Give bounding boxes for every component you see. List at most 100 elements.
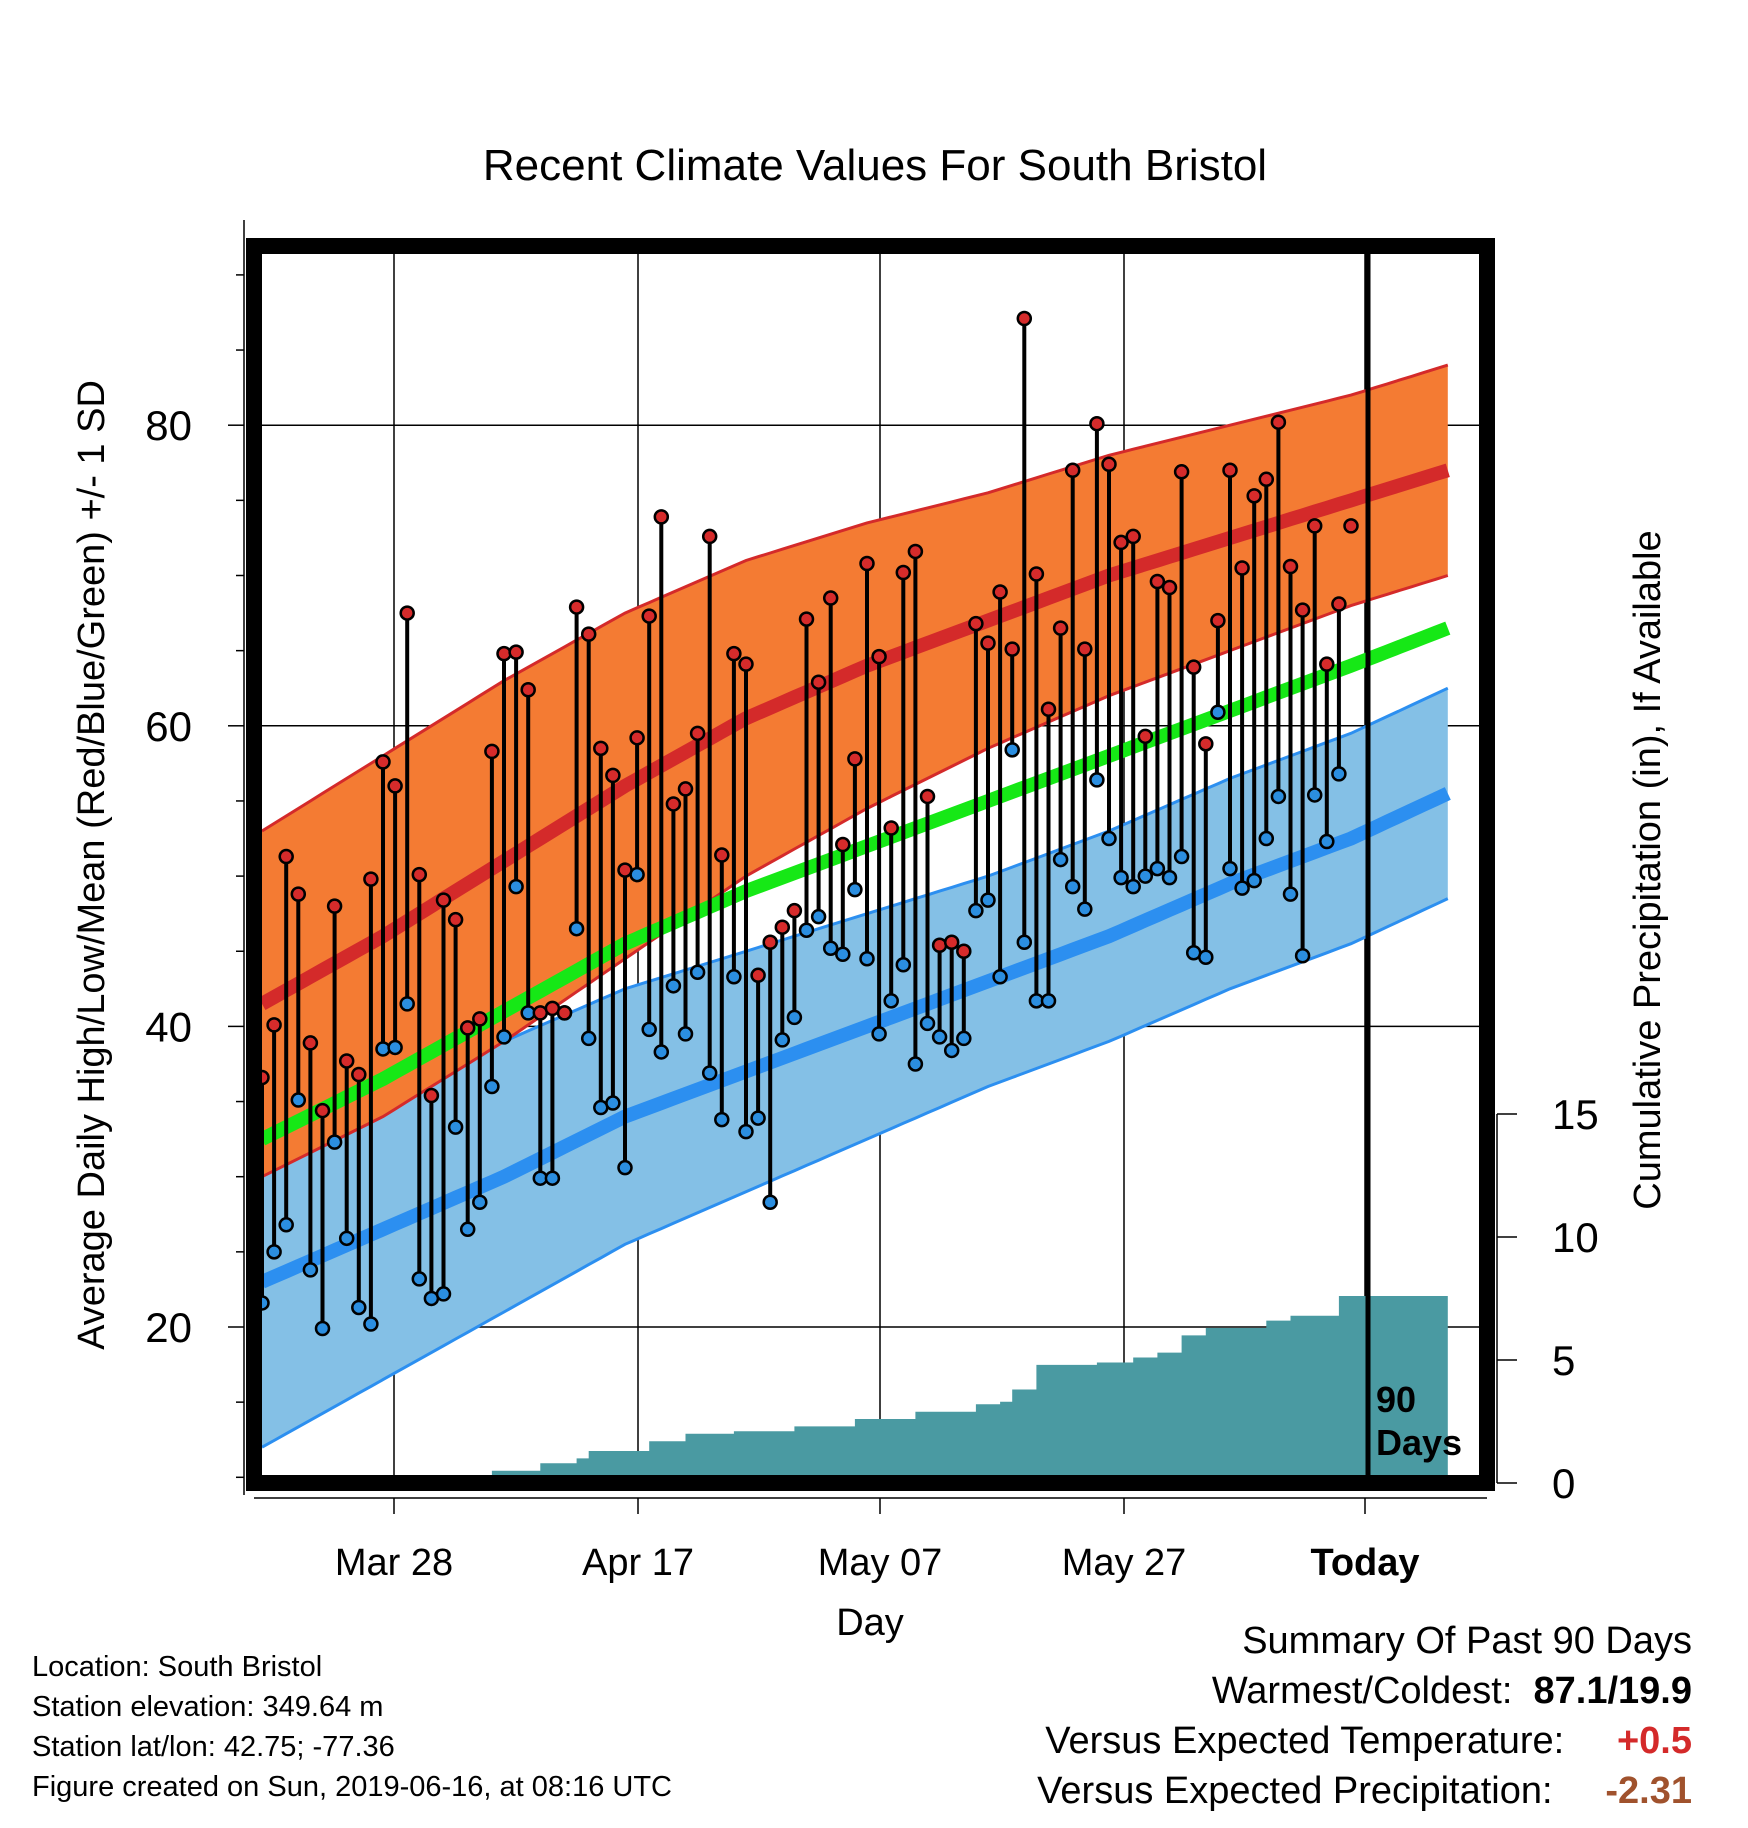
daily-high-point bbox=[1234, 560, 1250, 576]
daily-high-point bbox=[411, 866, 428, 883]
daily-low-point bbox=[653, 1044, 670, 1060]
daily-high-point bbox=[859, 555, 875, 572]
high-upper-sd-line bbox=[261, 363, 1449, 833]
daily-low-point bbox=[314, 1320, 331, 1337]
daily-low-point bbox=[1004, 742, 1020, 758]
daily-low-point bbox=[1040, 993, 1057, 1009]
daily-low-point bbox=[1282, 886, 1299, 902]
daily-low-point bbox=[1064, 878, 1081, 895]
daily-low-point bbox=[629, 866, 645, 883]
daily-high-point bbox=[822, 590, 839, 606]
daily-low-point bbox=[459, 1221, 476, 1238]
daily-low-point bbox=[1161, 869, 1178, 886]
daily-low-point bbox=[544, 1170, 561, 1186]
daily-high-point bbox=[387, 778, 403, 794]
daily-high-point bbox=[689, 725, 706, 742]
daily-high-point bbox=[1040, 701, 1057, 718]
daily-low-point bbox=[1052, 851, 1069, 868]
daily-low-point bbox=[726, 969, 742, 985]
daily-high-point bbox=[968, 615, 984, 632]
daily-high-point bbox=[1258, 471, 1275, 488]
footer-elevation: Station elevation: 349.64 m bbox=[32, 1691, 384, 1723]
daily-high-point bbox=[326, 898, 343, 914]
daily-high-point bbox=[714, 847, 730, 863]
daily-high-point bbox=[1210, 612, 1226, 629]
x-tick-label: Apr 17 bbox=[582, 1542, 694, 1584]
daily-low-point bbox=[750, 1110, 766, 1126]
daily-high-point bbox=[956, 943, 972, 959]
daily-low-point bbox=[1077, 901, 1093, 917]
daily-high-point bbox=[435, 892, 452, 908]
daily-high-point bbox=[798, 611, 815, 627]
daily-high-point bbox=[665, 796, 682, 812]
daily-high-point bbox=[1137, 728, 1154, 745]
daily-high-point bbox=[1306, 518, 1323, 534]
daily-low-point bbox=[508, 878, 524, 895]
daily-high-point bbox=[907, 543, 924, 560]
daily-low-point bbox=[835, 946, 851, 963]
daily-high-point bbox=[1004, 641, 1020, 657]
daily-low-point bbox=[847, 881, 863, 898]
daily-low-point bbox=[701, 1065, 718, 1081]
daily-low-point bbox=[1234, 880, 1250, 896]
daily-high-point bbox=[1270, 414, 1287, 430]
daily-high-point bbox=[1016, 310, 1033, 327]
daily-high-point bbox=[1101, 456, 1117, 473]
daily-high-point bbox=[774, 919, 791, 935]
precip-area bbox=[262, 1296, 1448, 1483]
daily-low-point bbox=[387, 1039, 403, 1056]
daily-low-point bbox=[1101, 830, 1117, 847]
daily-low-point bbox=[677, 1026, 694, 1042]
y-tick-label: 80 bbox=[145, 402, 192, 449]
daily-high-point bbox=[1294, 602, 1311, 618]
daily-high-point bbox=[459, 1020, 476, 1036]
summary-title: Summary Of Past 90 Days bbox=[1242, 1620, 1692, 1662]
daily-low-point bbox=[1331, 766, 1347, 782]
daily-high-point bbox=[701, 528, 718, 545]
daily-high-point bbox=[1343, 518, 1359, 534]
daily-low-point bbox=[363, 1316, 379, 1332]
daily-high-point bbox=[883, 820, 899, 836]
summary-precip-label: Versus Expected Precipitation: bbox=[1037, 1770, 1553, 1812]
daily-low-point bbox=[871, 1026, 887, 1042]
daily-low-point bbox=[435, 1286, 452, 1302]
daily-low-point bbox=[302, 1262, 319, 1278]
daily-high-point bbox=[1113, 534, 1129, 551]
daily-high-point bbox=[508, 644, 524, 660]
summary-temperature: Versus Expected Temperature: +0.5 bbox=[1045, 1720, 1692, 1763]
daily-high-point bbox=[568, 599, 585, 615]
y2-tick-label: 5 bbox=[1552, 1337, 1575, 1384]
daily-low-point bbox=[326, 1134, 343, 1150]
x-axis-label: Day bbox=[836, 1602, 904, 1644]
daily-low-point bbox=[351, 1299, 367, 1316]
daily-low-point bbox=[1125, 878, 1141, 895]
daily-high-point bbox=[762, 934, 778, 950]
daily-low-point bbox=[1210, 704, 1226, 721]
daily-low-point bbox=[956, 1030, 972, 1047]
x-tick-label: May 07 bbox=[818, 1542, 943, 1584]
footer-location: Location: South Bristol bbox=[32, 1651, 323, 1683]
daily-high-point bbox=[1077, 641, 1093, 657]
daily-high-point bbox=[871, 648, 887, 665]
daily-high-point bbox=[423, 1087, 440, 1104]
daily-low-point bbox=[689, 964, 706, 981]
daily-high-point bbox=[302, 1035, 319, 1051]
daily-high-point bbox=[472, 1011, 488, 1027]
y-tick-label: 40 bbox=[145, 1003, 192, 1050]
y-axis-label: Average Daily High/Low/Mean (Red/Blue/Gr… bbox=[71, 380, 113, 1350]
daily-high-point bbox=[738, 656, 754, 672]
daily-low-point bbox=[1137, 868, 1154, 884]
daily-high-point bbox=[641, 608, 657, 624]
daily-low-point bbox=[605, 1095, 621, 1111]
daily-high-point bbox=[1331, 596, 1347, 612]
daily-high-point bbox=[1319, 656, 1335, 672]
high-normal-line bbox=[258, 463, 1450, 1011]
daily-high-point bbox=[351, 1066, 367, 1083]
summary-precip-value: -2.31 bbox=[1605, 1770, 1692, 1812]
daily-high-point bbox=[484, 743, 500, 760]
y-tick-label: 20 bbox=[145, 1304, 192, 1351]
daily-low-point bbox=[943, 1042, 960, 1059]
daily-low-point bbox=[1089, 772, 1105, 788]
daily-high-point bbox=[1149, 573, 1166, 590]
daily-low-point bbox=[931, 1029, 948, 1045]
